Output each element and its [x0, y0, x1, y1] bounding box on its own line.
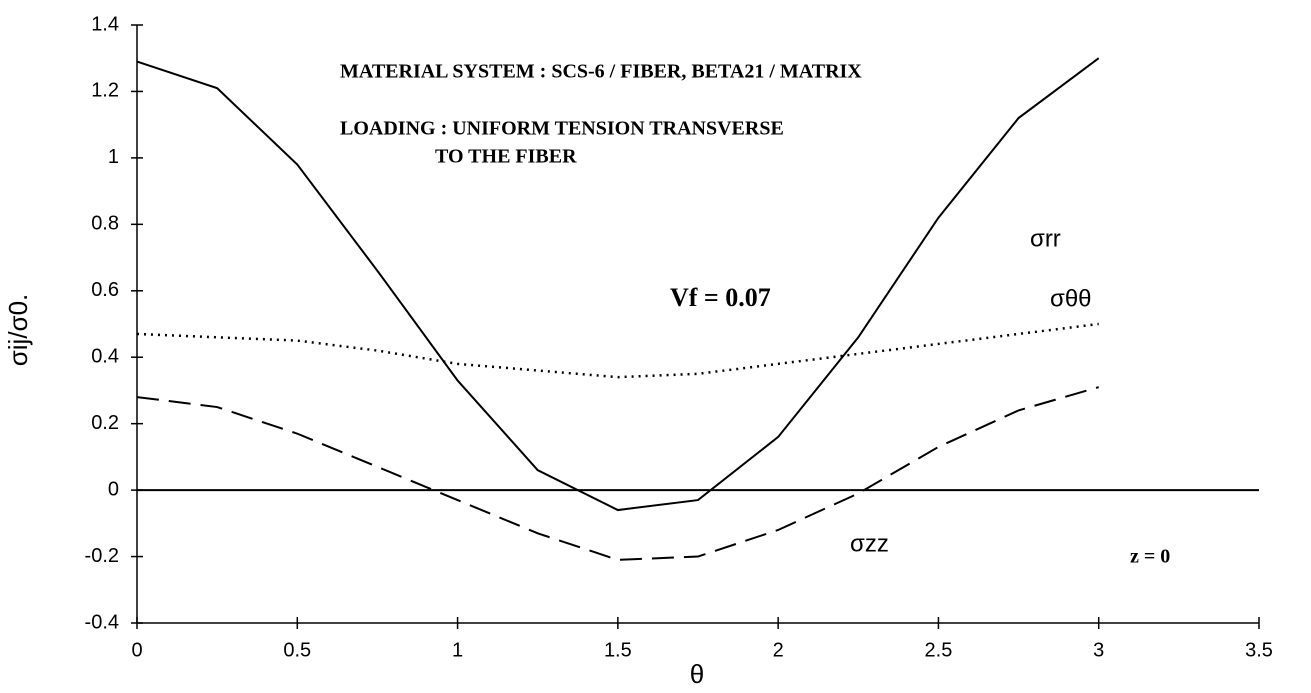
x-tick-label: 3.5	[1245, 639, 1273, 661]
series-label: σzz	[850, 530, 889, 557]
y-axis-label: σij/σ0.	[3, 294, 33, 367]
series-label: σθθ	[1050, 285, 1092, 312]
y-tick-label: -0.2	[85, 545, 119, 567]
x-tick-label: 0	[131, 639, 142, 661]
x-tick-label: 2	[773, 639, 784, 661]
series-line	[136, 57, 1100, 512]
x-tick-label: 1.5	[604, 639, 632, 661]
y-tick-label: 1.2	[91, 80, 119, 102]
annotation: z = 0	[1130, 546, 1170, 568]
series-label: σrr	[1030, 225, 1061, 252]
annotation: LOADING : UNIFORM TENSION TRANSVERSE	[340, 118, 784, 140]
annotation: Vf = 0.07	[670, 283, 771, 312]
y-tick-label: -0.4	[85, 611, 119, 633]
y-tick-label: 0	[108, 478, 119, 500]
y-tick-label: 0.2	[91, 412, 119, 434]
annotation: MATERIAL SYSTEM : SCS-6 / FIBER, BETA21 …	[340, 61, 862, 83]
annotation: TO THE FIBER	[435, 146, 577, 168]
y-tick-label: 0.4	[91, 346, 119, 368]
series-line	[136, 386, 1099, 561]
x-tick-label: 0.5	[283, 639, 311, 661]
x-axis-label: θ	[690, 659, 704, 688]
x-tick-label: 1	[452, 639, 463, 661]
y-tick-label: 0.8	[91, 213, 119, 235]
y-tick-label: 1	[108, 146, 119, 168]
y-tick-label: 1.4	[91, 13, 119, 35]
series-line	[136, 322, 1099, 379]
y-tick-label: 0.6	[91, 279, 119, 301]
x-tick-label: 2.5	[925, 639, 953, 661]
x-tick-label: 3	[1093, 639, 1104, 661]
